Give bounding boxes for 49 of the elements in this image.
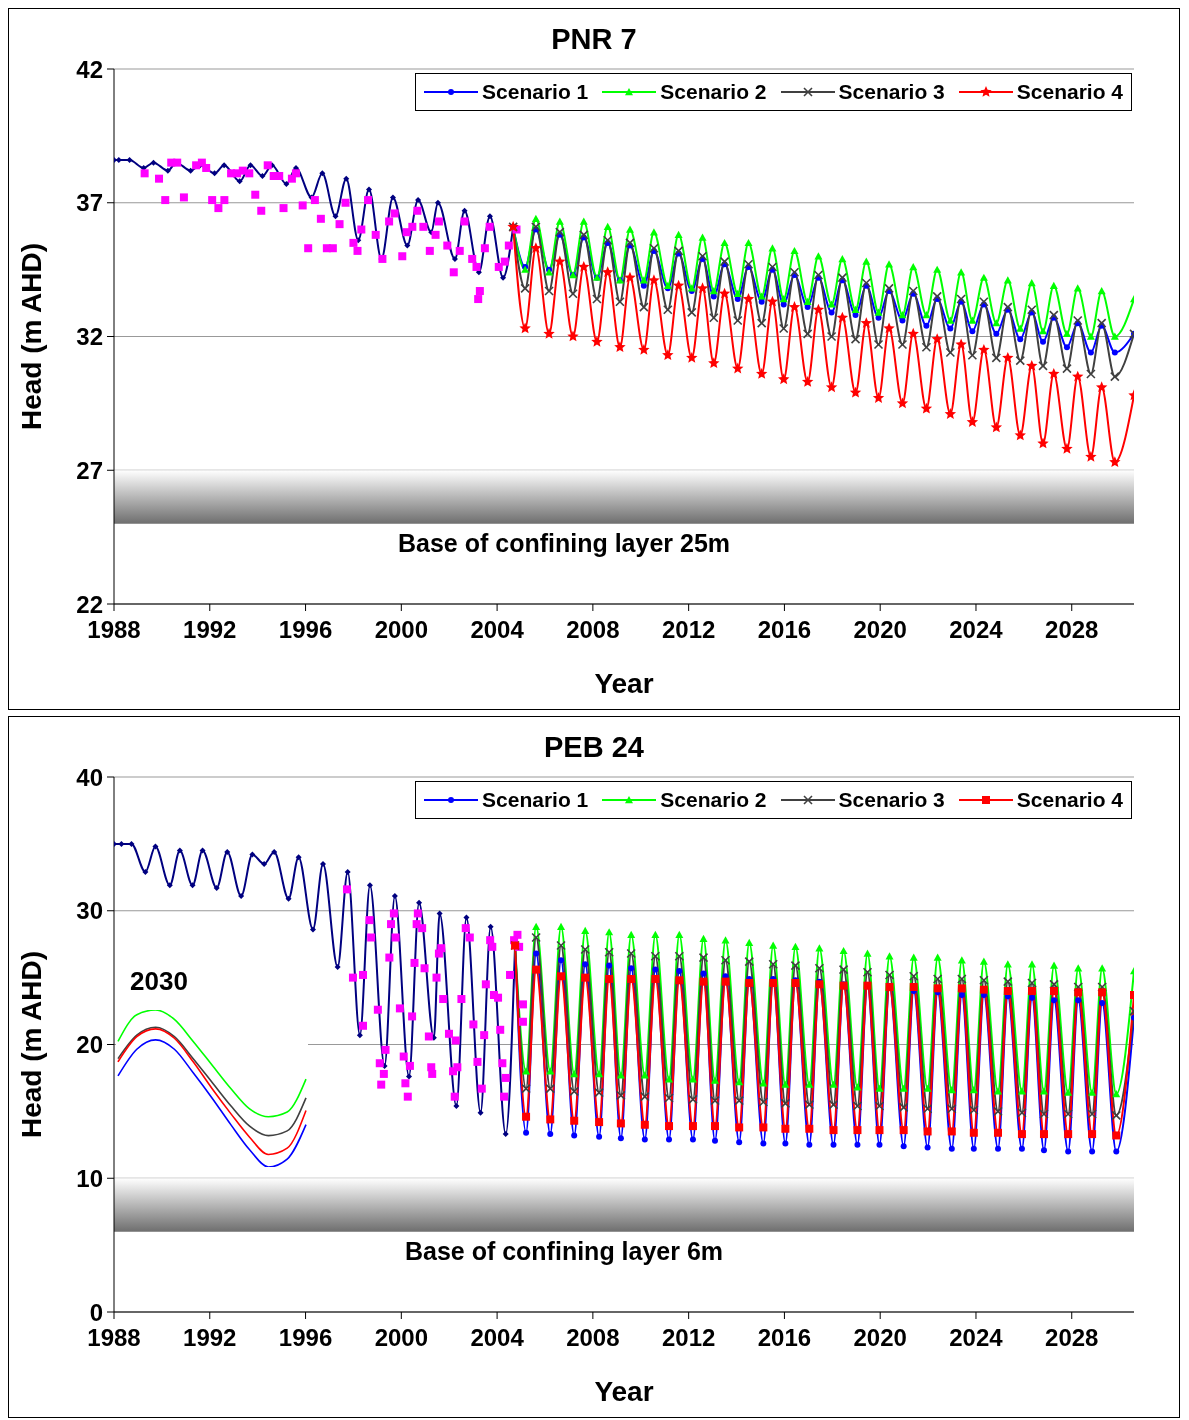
y-tick-label: 40	[76, 763, 103, 791]
chart-title: PEB 24	[543, 731, 645, 764]
band-label: Base of confining layer 6m	[404, 1236, 724, 1265]
y-tick-label: 32	[76, 323, 103, 351]
x-tick-label: 1996	[278, 1324, 333, 1352]
x-tick-label: 1992	[183, 1324, 237, 1352]
legend-label: Scenario 4	[1016, 80, 1123, 104]
chart-title: 2030	[130, 966, 188, 998]
x-tick-label: 2004	[470, 1324, 525, 1352]
x-tick-label: 1996	[278, 616, 333, 644]
y-tick-label: 42	[76, 55, 103, 83]
y-tick-label: 27	[76, 456, 103, 484]
legend-label: Scenario 4	[1016, 788, 1123, 812]
x-tick-label: 2000	[374, 616, 429, 644]
x-tick-label: 2024	[949, 616, 1004, 644]
legend-label: Scenario 2	[660, 80, 767, 104]
legend-label: Scenario 3	[838, 80, 945, 104]
legend-label: Scenario 3	[838, 788, 945, 812]
chart-title: PNR 7	[550, 23, 638, 56]
x-tick-label: 2024	[949, 1324, 1004, 1352]
x-tick-label: 2012	[661, 1324, 716, 1352]
x-tick-label: 1988	[87, 616, 141, 644]
y-tick-label: 37	[76, 189, 103, 217]
x-tick-label: 1992	[183, 616, 237, 644]
x-tick-label: 2020	[853, 616, 907, 644]
y-axis-title: Head (m AHD)	[15, 242, 47, 431]
x-axis-title: Year	[594, 1376, 654, 1407]
x-tick-label: 2028	[1045, 1324, 1099, 1352]
x-tick-label: 2008	[566, 616, 620, 644]
x-tick-label: 2016	[757, 616, 812, 644]
legend-label: Scenario 1	[482, 80, 589, 104]
x-tick-label: 1988	[87, 1324, 141, 1352]
x-tick-label: 2016	[757, 1324, 812, 1352]
x-tick-label: 2012	[661, 616, 716, 644]
x-tick-label: 2008	[566, 1324, 620, 1352]
legend-label: Scenario 2	[660, 788, 767, 812]
y-tick-label: 0	[89, 1298, 103, 1326]
y-tick-label: 10	[76, 1164, 103, 1192]
x-tick-label: 2020	[853, 1324, 907, 1352]
y-tick-label: 22	[76, 590, 103, 618]
y-axis-title: Head (m AHD)	[15, 950, 47, 1139]
legend-label: Scenario 1	[482, 788, 589, 812]
x-tick-label: 2028	[1045, 616, 1099, 644]
x-tick-label: 2000	[374, 1324, 429, 1352]
x-tick-label: 2004	[470, 616, 525, 644]
x-axis-title: Year	[594, 668, 654, 699]
y-tick-label: 20	[76, 1031, 103, 1059]
y-tick-label: 30	[76, 897, 103, 925]
band-label: Base of confining layer 25m	[397, 528, 731, 557]
